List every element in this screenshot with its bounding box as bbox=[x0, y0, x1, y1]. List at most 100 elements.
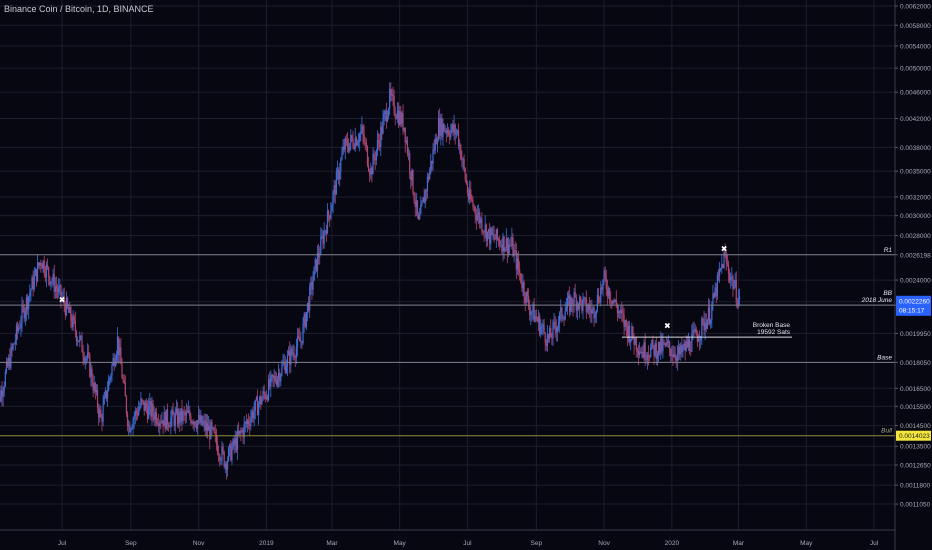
candle-body bbox=[521, 282, 523, 289]
candle bbox=[364, 137, 366, 151]
time-tick-label: Mar bbox=[733, 540, 745, 547]
candle bbox=[443, 123, 445, 133]
candle bbox=[463, 154, 465, 173]
candle-body bbox=[265, 396, 267, 399]
candle bbox=[336, 160, 339, 180]
candle bbox=[629, 320, 631, 346]
candle-body bbox=[213, 427, 215, 433]
candle bbox=[623, 307, 625, 336]
candle-body bbox=[85, 357, 88, 359]
candle bbox=[363, 124, 365, 147]
candle-body bbox=[93, 383, 95, 391]
candle bbox=[390, 82, 392, 102]
candle bbox=[646, 351, 648, 370]
candle-body bbox=[190, 416, 192, 423]
candle-body bbox=[301, 340, 303, 344]
candle-body bbox=[562, 318, 564, 320]
candle bbox=[549, 325, 551, 343]
candle-body bbox=[371, 167, 373, 175]
candle bbox=[506, 237, 509, 264]
candle-body bbox=[323, 231, 325, 244]
candle bbox=[280, 373, 282, 387]
candles bbox=[0, 82, 741, 480]
candle-body bbox=[574, 292, 576, 297]
candle bbox=[331, 203, 333, 212]
candle-body bbox=[665, 341, 667, 346]
candle bbox=[599, 296, 601, 304]
candle bbox=[417, 211, 420, 220]
candle-body bbox=[206, 423, 209, 432]
candle-body bbox=[30, 289, 32, 294]
candle-body bbox=[159, 421, 161, 427]
candle-body bbox=[61, 298, 63, 299]
candle-body bbox=[153, 414, 155, 420]
candle-body bbox=[252, 411, 254, 419]
candle bbox=[630, 338, 632, 351]
candle-body bbox=[335, 172, 337, 195]
candle bbox=[735, 271, 737, 308]
candle-body bbox=[735, 280, 737, 303]
candle bbox=[266, 394, 269, 403]
candle bbox=[651, 339, 653, 351]
candle bbox=[391, 88, 393, 102]
candle bbox=[484, 215, 486, 239]
candle-body bbox=[453, 124, 455, 133]
candle bbox=[703, 310, 705, 336]
candle bbox=[278, 363, 280, 388]
candle bbox=[324, 229, 326, 236]
candle bbox=[571, 296, 573, 313]
candle-body bbox=[623, 314, 625, 327]
candle bbox=[556, 325, 559, 342]
candle bbox=[224, 460, 226, 474]
candle bbox=[386, 110, 389, 123]
candle-body bbox=[134, 410, 136, 417]
candle-body bbox=[163, 412, 165, 427]
candle bbox=[270, 370, 272, 398]
candle bbox=[326, 203, 329, 235]
candle bbox=[61, 291, 63, 303]
candle bbox=[176, 401, 179, 428]
candle-body bbox=[509, 244, 511, 246]
candle-body bbox=[332, 192, 334, 206]
candle-body bbox=[376, 139, 379, 151]
candle-body bbox=[409, 153, 411, 172]
candle-body bbox=[586, 310, 589, 312]
candle-body bbox=[653, 345, 655, 356]
candle-body bbox=[228, 448, 230, 461]
candle-body bbox=[471, 199, 473, 202]
candle-body bbox=[709, 307, 711, 324]
candle-body bbox=[595, 309, 597, 315]
candle bbox=[212, 426, 214, 431]
candle-body bbox=[104, 390, 106, 397]
candle-body bbox=[604, 270, 606, 279]
candle bbox=[304, 311, 306, 329]
candle bbox=[560, 299, 562, 321]
candle bbox=[354, 127, 356, 152]
candle-body bbox=[14, 340, 16, 344]
candle-body bbox=[304, 314, 306, 327]
candle-body bbox=[681, 344, 683, 353]
candle-body bbox=[479, 212, 481, 224]
level-label-broken-base: Broken Base bbox=[753, 322, 791, 329]
candle bbox=[462, 157, 464, 171]
candle bbox=[529, 299, 531, 321]
candle-body bbox=[384, 110, 386, 114]
candle-body bbox=[621, 309, 623, 314]
candle-body bbox=[511, 237, 513, 246]
candle bbox=[477, 204, 480, 225]
candle bbox=[613, 297, 615, 305]
candle bbox=[473, 204, 475, 213]
candle bbox=[705, 313, 707, 333]
candle-body bbox=[195, 425, 198, 429]
candle-body bbox=[38, 262, 40, 266]
candle bbox=[525, 291, 527, 306]
candle bbox=[523, 280, 525, 305]
candle bbox=[293, 345, 295, 361]
candle bbox=[694, 323, 696, 334]
candle bbox=[710, 318, 712, 329]
candle-body bbox=[189, 410, 191, 417]
candle-body bbox=[333, 185, 335, 193]
candle bbox=[71, 313, 73, 331]
